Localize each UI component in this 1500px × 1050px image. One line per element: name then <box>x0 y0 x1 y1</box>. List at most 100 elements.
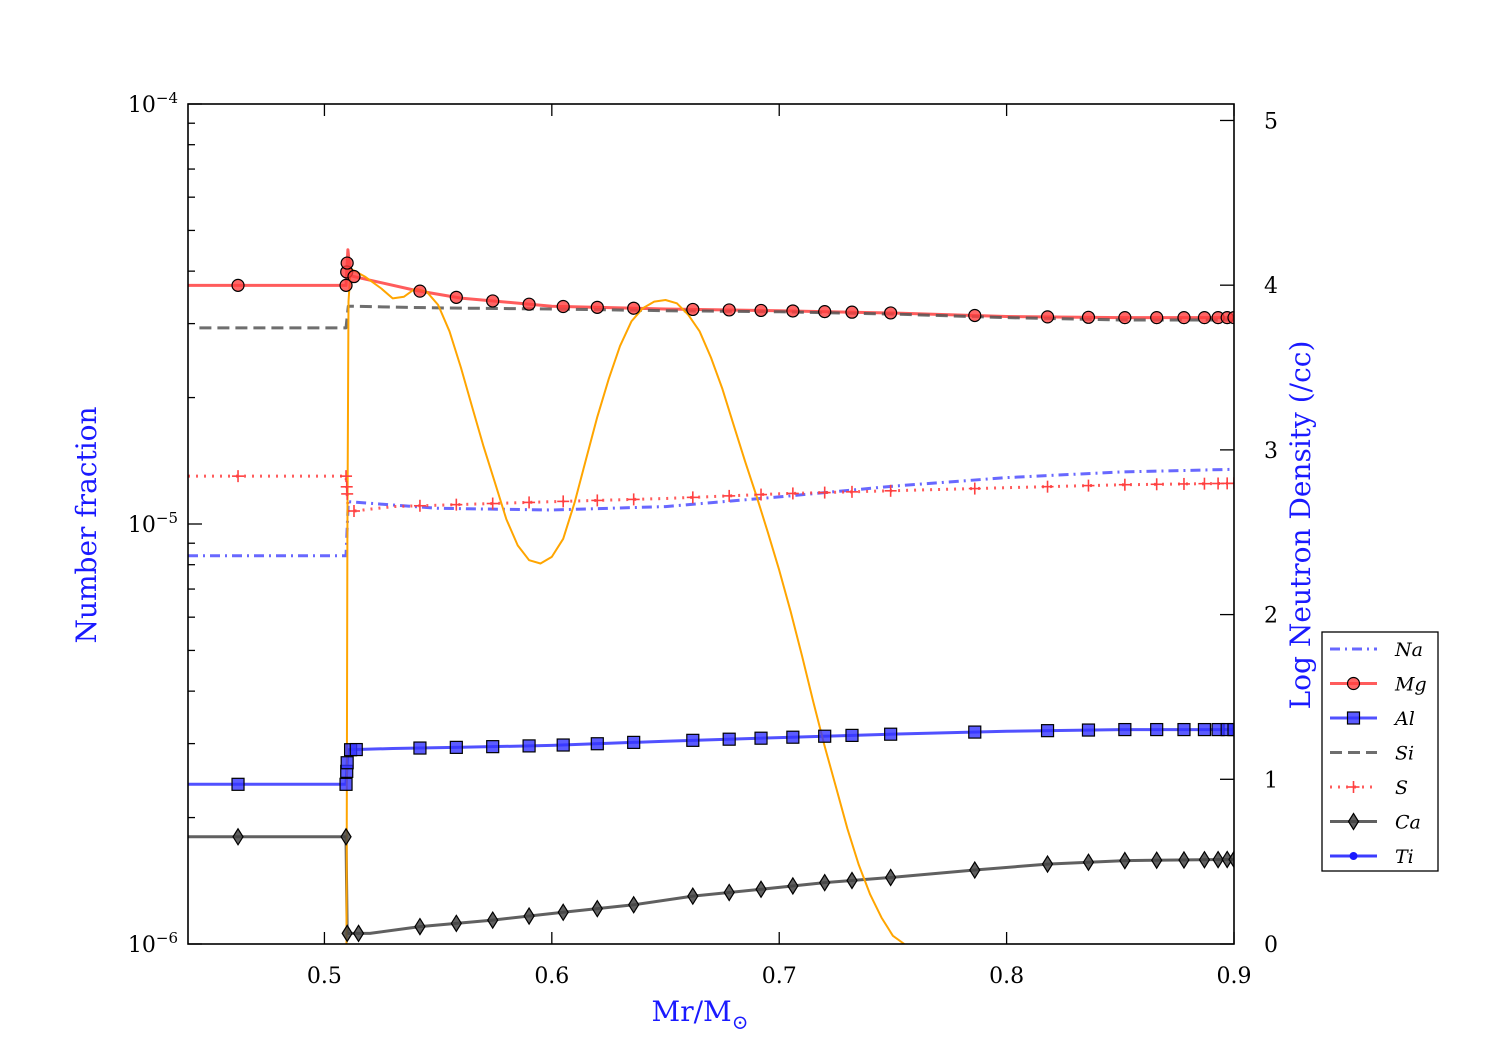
marker-al <box>722 732 736 746</box>
marker-al <box>884 727 898 741</box>
marker-mg <box>754 303 768 318</box>
x-axis-label: Mr/M⊙ <box>652 995 749 1034</box>
marker-ca <box>414 917 426 936</box>
legend-marker-al <box>1346 711 1361 725</box>
marker-mg <box>556 299 570 314</box>
marker-mg <box>231 278 245 292</box>
marker-mg <box>339 278 353 292</box>
marker-s <box>591 494 604 507</box>
legend-marker-mg <box>1346 676 1361 691</box>
marker-mg <box>486 294 500 308</box>
marker-al <box>556 738 570 752</box>
marker-al <box>413 741 427 755</box>
marker-s <box>486 497 499 510</box>
legend-label-ti: Ti <box>1395 846 1414 868</box>
y-right-tick-label: 4 <box>1264 274 1278 299</box>
marker-mg <box>522 297 536 311</box>
marker-ca <box>523 906 535 926</box>
marker-al <box>754 731 768 745</box>
marker-al <box>1150 722 1164 737</box>
marker-al <box>818 729 832 743</box>
marker-ca <box>1212 850 1224 869</box>
marker-al <box>486 740 500 754</box>
marker-mg <box>590 300 604 314</box>
y-left-tick-label: 10−5 <box>128 509 178 538</box>
marker-mg <box>1118 311 1132 325</box>
marker-s <box>557 495 570 508</box>
marker-ca <box>557 903 569 922</box>
marker-ca <box>627 895 640 914</box>
marker-mg <box>1040 310 1055 324</box>
marker-al <box>349 742 363 757</box>
marker-s <box>232 470 245 483</box>
y-left-tick-label: 10−6 <box>128 929 178 958</box>
y-right-tick-label: 2 <box>1264 604 1278 629</box>
y-right-tick-label: 3 <box>1264 439 1278 464</box>
marker-al <box>1081 723 1096 737</box>
marker-s <box>1198 477 1211 490</box>
marker-ca <box>818 873 831 892</box>
marker-mg <box>722 303 736 317</box>
marker-ca <box>787 876 799 896</box>
x-tick-label: 0.7 <box>762 964 797 989</box>
marker-s <box>1082 479 1095 492</box>
y-axis-right-label: Log Neutron Density (/cc) <box>1284 341 1317 710</box>
marker-s <box>1177 477 1190 490</box>
marker-mg <box>347 269 361 284</box>
marker-ca <box>969 860 981 880</box>
y-left-tick-label: 10−4 <box>128 89 178 118</box>
marker-al <box>1227 722 1234 737</box>
marker-ca <box>687 887 699 906</box>
marker-mg <box>884 306 898 320</box>
marker-s <box>347 505 360 518</box>
marker-mg <box>627 301 641 315</box>
legend-label-ca: Ca <box>1395 812 1421 834</box>
marker-al <box>627 735 641 749</box>
marker-mg <box>1150 311 1164 325</box>
marker-ca <box>341 924 353 943</box>
marker-mg <box>686 302 700 317</box>
marker-mg <box>340 256 354 270</box>
marker-ca <box>1178 850 1190 870</box>
marker-mg <box>818 305 832 319</box>
marker-s <box>1228 477 1234 490</box>
marker-s <box>523 496 536 509</box>
marker-ca <box>450 914 463 933</box>
legend-label-s: S <box>1395 777 1408 799</box>
marker-al <box>786 730 800 744</box>
plot-frame <box>187 103 1235 945</box>
marker-s <box>1118 478 1131 491</box>
marker-mg <box>1197 311 1212 325</box>
marker-s <box>450 498 463 511</box>
marker-ca <box>232 827 244 846</box>
legend-label-mg: Mg <box>1394 674 1427 696</box>
marker-al <box>968 725 982 739</box>
marker-ca <box>486 910 499 930</box>
marker-ca <box>1150 851 1163 870</box>
marker-ca <box>846 871 858 890</box>
marker-mg <box>786 304 800 318</box>
marker-s <box>686 491 699 504</box>
legend-label-na: Na <box>1394 639 1423 661</box>
marker-al <box>590 737 604 751</box>
marker-s <box>845 485 858 498</box>
marker-s <box>340 470 353 483</box>
marker-mg <box>968 308 982 323</box>
y-right-tick-label: 5 <box>1264 109 1278 134</box>
series-line-neutron-density <box>345 267 905 944</box>
marker-s <box>884 484 897 497</box>
marker-s <box>341 487 354 500</box>
marker-s <box>1150 478 1163 491</box>
marker-s <box>723 489 736 502</box>
legend-marker-s <box>1347 781 1360 793</box>
x-tick-label: 0.9 <box>1217 964 1252 989</box>
series-line-mg <box>188 248 1234 320</box>
series-line-ca <box>188 835 1234 935</box>
x-tick-label: 0.6 <box>534 964 569 989</box>
legend: Na Mg Al Si S Ca Ti <box>1321 631 1439 872</box>
marker-al <box>686 733 700 747</box>
marker-al <box>340 756 354 770</box>
marker-ca <box>1041 854 1054 874</box>
marker-s <box>786 487 799 500</box>
